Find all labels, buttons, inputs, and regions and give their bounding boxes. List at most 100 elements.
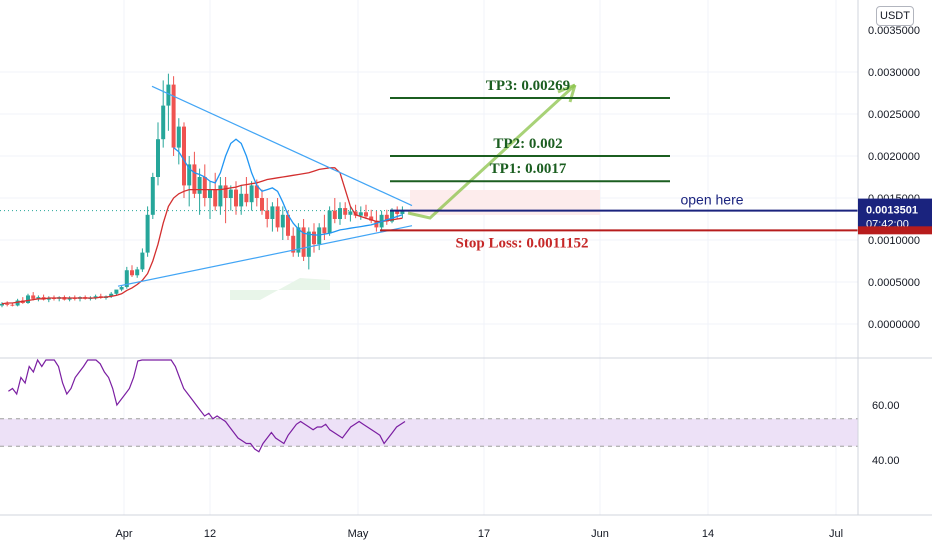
candle-body [202,177,207,198]
candle-body [265,210,270,219]
candle-body [223,185,228,198]
candle-body [327,210,332,234]
candle-body [5,303,10,305]
candle-body [187,164,192,186]
candle-body [119,287,124,290]
candle-body [338,208,342,219]
candle-body [197,177,202,194]
candle-body [395,211,400,214]
candle-body [135,269,140,276]
candle-body [31,295,36,299]
candle-body [322,227,327,234]
rsi-tick-label: 60.00 [872,400,900,412]
candle-body [166,84,171,106]
y-tick-label: 0.0030000 [868,67,920,79]
candles-layer [0,73,405,308]
candle-body [348,211,353,215]
candle-body [343,208,348,215]
x-tick-label: Jun [591,528,609,540]
stop-loss-badge [858,226,932,235]
x-tick-label: Jul [829,528,843,540]
candle-body [10,304,15,306]
candle-body [140,252,145,270]
currency-button[interactable]: USDT [876,6,914,26]
candle-body [93,296,98,298]
y-tick-label: 0.0025000 [868,109,920,121]
rsi-tick-label: 40.00 [872,455,900,467]
candle-body [26,295,30,303]
candle-body [312,231,316,245]
candle-body [353,211,358,216]
x-tick-label: 17 [478,528,490,540]
candle-body [374,220,379,228]
candle-body [176,126,181,148]
candle-body [228,189,233,198]
candle-body [270,206,275,219]
candle-body [317,227,322,245]
entry-label: open here [680,192,743,208]
candle-body [239,193,244,207]
y-tick-label: 0.0000000 [868,319,920,331]
candle-body [109,293,114,297]
candle-body [260,198,264,211]
candle-body [249,185,254,203]
target-arrow-head [557,83,577,103]
candle-body [182,126,186,186]
x-tick-label: 14 [702,528,714,540]
candle-body [400,210,405,214]
rsi-pane: 60.00 40.00 [0,358,900,467]
candle-body [218,185,223,207]
cloud-area [230,190,600,300]
stop-loss-label: Stop Loss: 0.0011152 [456,235,589,251]
candle-body [156,139,160,177]
candle-body [275,206,280,228]
tp-level-label: TP2: 0.002 [493,136,562,152]
rsi-line [8,358,406,453]
candle-body [124,270,129,288]
candle-body [384,214,389,222]
candle-body [15,300,20,306]
target-arrow-line [407,83,577,220]
last-price-value: 0.0013501 [866,205,918,217]
candle-body [46,297,51,300]
triangle-lower-line [117,225,413,287]
candle-body [280,214,285,228]
x-tick-label: Apr [115,528,132,540]
cloud-red [410,190,600,215]
candle-body [145,214,150,253]
y-tick-label: 0.0005000 [868,277,920,289]
rsi-band [0,418,858,447]
candle-body [291,235,296,253]
y-tick-label: 0.0020000 [868,151,920,163]
candle-body [36,297,41,299]
candle-body [114,289,119,294]
candle-body [234,189,238,207]
candle-body [390,211,394,222]
candle-body [301,227,306,257]
candle-body [364,212,368,217]
tp-level-label: TP3: 0.00269 [486,78,570,94]
ma-line-blue_ma [173,138,403,236]
candle-body [67,297,72,300]
candle-body [306,231,311,257]
candle-body [171,84,176,148]
ma-line-red_ma [1,167,403,305]
candle-body [161,105,166,140]
tp-level-label: TP1: 0.0017 [490,161,567,177]
candle-body [296,227,301,253]
candle-body [208,189,212,198]
x-tick-label: May [348,528,369,540]
cloud-green [230,278,330,300]
candle-body [369,216,374,221]
candle-body [286,214,290,236]
candle-body [332,210,337,219]
candle-body [213,189,218,207]
candle-body [150,177,155,215]
candle-body [0,303,4,306]
candle-body [130,270,134,276]
candle-body [254,185,259,198]
y-tick-label-top: 0.0035000 [868,25,920,37]
candle-body [192,164,197,194]
